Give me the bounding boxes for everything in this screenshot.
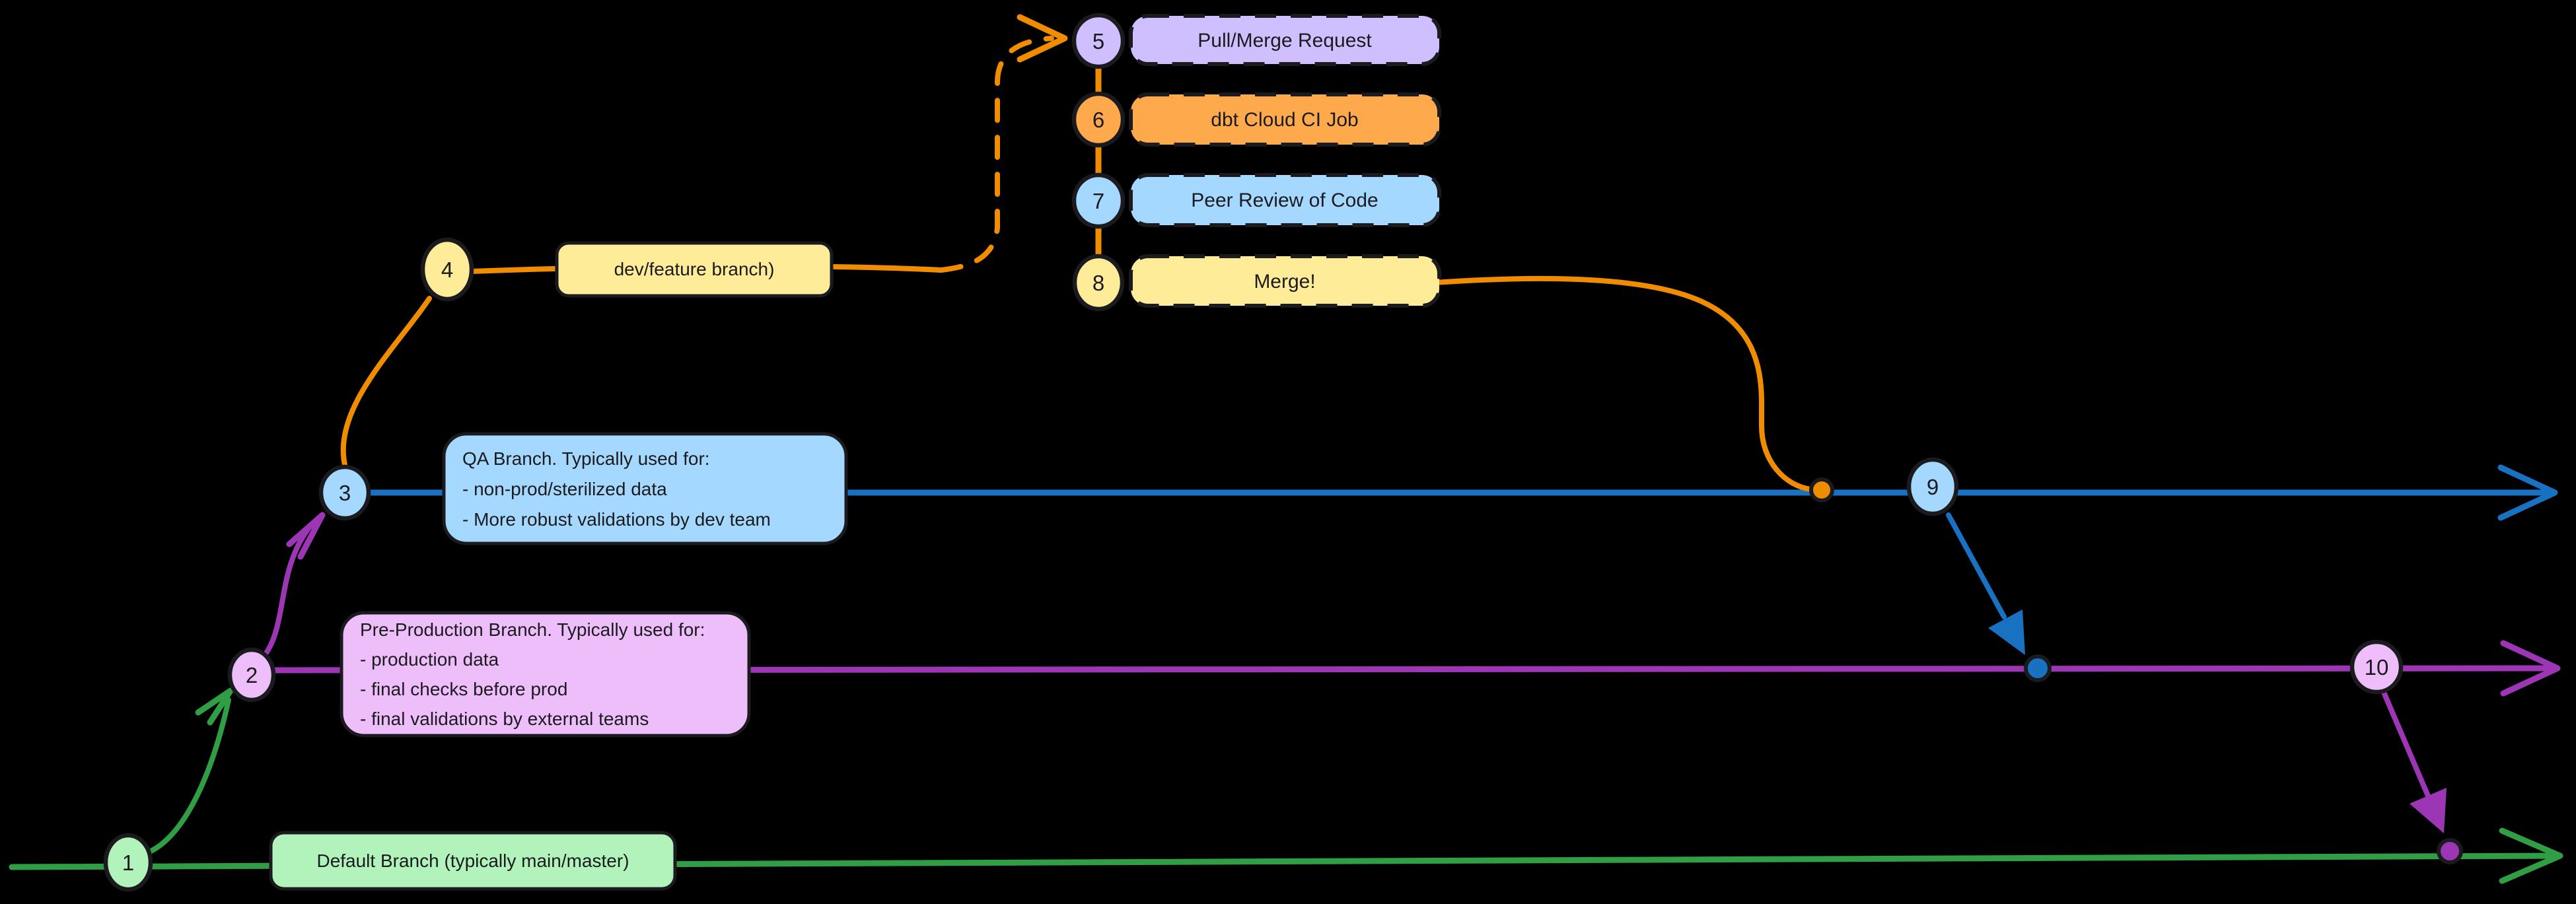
- preprod-note-bullet-2: - final checks before prod: [360, 679, 567, 699]
- node-1: [103, 833, 153, 892]
- node-6: [1071, 91, 1126, 148]
- arrow-node2-to-node3: [260, 522, 314, 660]
- node-2-number: 2: [246, 663, 258, 687]
- preprod-note-title: Pre-Production Branch. Typically used fo…: [360, 619, 705, 640]
- arrow-node2-to-node3-head-icon: [286, 512, 326, 560]
- dev-branch-label-box: [555, 241, 834, 298]
- node-5: [1071, 13, 1126, 69]
- node-7-number: 7: [1092, 189, 1104, 213]
- node-10: [2349, 639, 2404, 695]
- node-4: [420, 237, 474, 302]
- default-branch-label: Default Branch (typically main/master): [316, 851, 629, 871]
- step-box-pull-merge-request: [1129, 14, 1441, 66]
- curve-node3-to-node4: [340, 296, 432, 470]
- node-7: [1071, 172, 1126, 229]
- node-8-number: 8: [1092, 271, 1104, 295]
- dashed-arrow-head-icon: [1017, 14, 1068, 63]
- qa-note-bullet-2: - More robust validations by dev team: [462, 509, 771, 530]
- qa-note-bullet-1: - non-prod/sterilized data: [462, 479, 667, 499]
- node-1-number: 1: [122, 851, 134, 875]
- qa-branch-arrowhead-icon: [2497, 464, 2558, 521]
- preprod-branch-arrowhead-icon: [2500, 640, 2561, 697]
- preprod-note-bullet-1: - production data: [360, 649, 499, 670]
- step-label-pull-merge-request: Pull/Merge Request: [1198, 30, 1372, 52]
- node-4-number: 4: [441, 258, 453, 282]
- step-label-merge: Merge!: [1254, 271, 1315, 293]
- node-6-number: 6: [1092, 108, 1104, 132]
- arrow-node9-to-preprod: [1946, 512, 2007, 619]
- preprod-note-bullet-3: - final validations by external teams: [360, 709, 649, 729]
- node-9-number: 9: [1927, 475, 1939, 499]
- node-3-number: 3: [339, 481, 351, 505]
- step-label-peer-review: Peer Review of Code: [1191, 190, 1378, 211]
- node-9: [1906, 457, 1959, 516]
- curve-merge-to-qa-branch: [1432, 275, 1814, 492]
- node-8: [1072, 254, 1125, 312]
- step-label-dbt-ci-job: dbt Cloud CI Job: [1211, 109, 1358, 131]
- merge-commit-dot-preprod: [2024, 654, 2052, 682]
- qa-branch-note-box: [442, 432, 848, 545]
- preprod-branch-note-box: [340, 611, 751, 738]
- merge-commit-dot-qa: [1809, 477, 1834, 503]
- node-3: [318, 464, 371, 521]
- merge-commit-dot-default: [2437, 838, 2463, 864]
- arrow-node10-to-default-head-icon: [2410, 788, 2447, 833]
- qa-note-title: QA Branch. Typically used for:: [462, 448, 710, 469]
- arrow-node10-to-default: [2380, 688, 2432, 802]
- arrow-node1-to-node2: [144, 697, 231, 856]
- default-branch-label-box: [269, 831, 677, 891]
- default-branch-arrowhead-icon: [2499, 827, 2563, 884]
- dev-branch-label: dev/feature branch): [614, 259, 775, 279]
- step-box-merge: [1129, 254, 1441, 308]
- step-box-peer-review: [1129, 173, 1441, 227]
- arrow-node9-to-preprod-head-icon: [1988, 609, 2025, 655]
- step-box-dbt-ci-job: [1129, 92, 1441, 147]
- node-5-number: 5: [1092, 29, 1104, 53]
- arrow-node1-to-node2-head-icon: [195, 687, 234, 726]
- node-10-number: 10: [2365, 655, 2389, 679]
- node-2: [227, 647, 276, 703]
- dashed-arrow-dev-to-node5: [939, 36, 1054, 273]
